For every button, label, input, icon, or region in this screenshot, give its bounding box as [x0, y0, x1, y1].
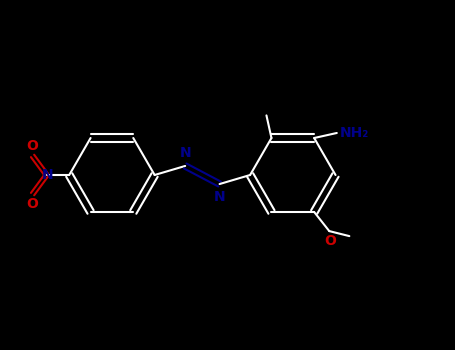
- Text: N: N: [179, 146, 191, 160]
- Text: O: O: [26, 139, 39, 153]
- Text: N: N: [42, 168, 53, 182]
- Text: N: N: [214, 190, 225, 204]
- Text: NH₂: NH₂: [339, 126, 369, 140]
- Text: O: O: [26, 197, 39, 211]
- Text: O: O: [324, 233, 336, 247]
